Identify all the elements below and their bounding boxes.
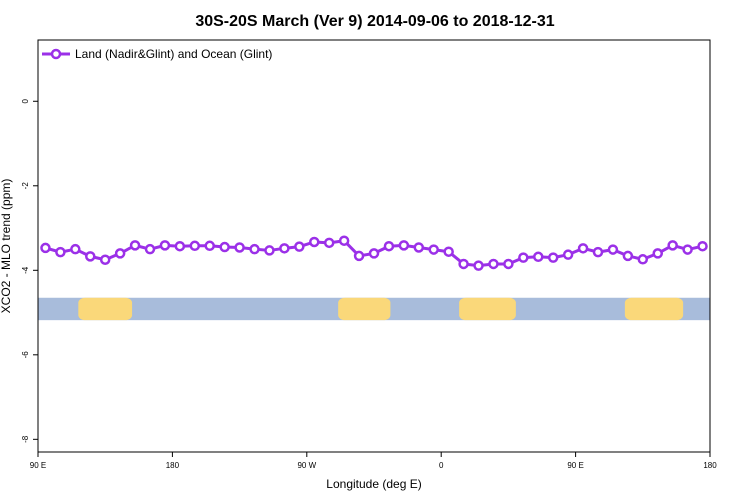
data-point — [637, 254, 649, 265]
data-point — [219, 241, 230, 253]
series-layer — [40, 235, 708, 271]
data-point — [353, 250, 365, 262]
data-point — [562, 249, 574, 260]
data-point — [55, 246, 66, 258]
data-point — [503, 258, 514, 270]
x-tick-label: 180 — [703, 461, 717, 470]
data-point — [323, 237, 335, 249]
data-point — [428, 244, 439, 255]
x-axis: 90 E 180 90 W 0 90 E 180 — [30, 452, 717, 470]
x-axis-label: Longitude (deg E) — [326, 477, 421, 491]
data-point — [40, 242, 51, 254]
y-tick-label: 0 — [21, 98, 30, 103]
data-point — [338, 235, 350, 246]
land-patch-0 — [78, 297, 133, 321]
data-point — [99, 254, 111, 265]
y-axis: 0 -2 -4 -6 -8 — [21, 98, 38, 443]
data-point — [368, 248, 380, 259]
legend-label: Land (Nadir&Glint) and Ocean (Glint) — [75, 47, 272, 61]
data-point — [383, 240, 395, 252]
x-tick-label: 90 E — [567, 461, 583, 470]
data-point — [204, 240, 215, 252]
land-patch-1 — [338, 297, 391, 321]
data-point — [667, 240, 678, 251]
plot-frame — [37, 39, 711, 453]
data-point — [488, 258, 499, 270]
data-point — [398, 240, 410, 251]
data-point — [443, 246, 454, 257]
map-band — [38, 297, 710, 321]
land-patch-2 — [459, 297, 516, 321]
data-point — [652, 248, 663, 259]
x-tick-label: 0 — [439, 461, 444, 470]
data-point — [682, 244, 693, 255]
data-point — [70, 243, 81, 255]
x-tick-label: 90 W — [297, 461, 316, 470]
data-point — [622, 250, 634, 262]
legend-marker — [50, 48, 62, 60]
data-point — [697, 240, 708, 252]
data-point — [458, 258, 469, 270]
data-point — [577, 243, 589, 254]
data-point — [473, 260, 484, 271]
data-point — [129, 240, 141, 251]
legend: Land (Nadir&Glint) and Ocean (Glint) — [42, 47, 272, 61]
x-tick-label: 90 E — [30, 461, 46, 470]
data-point — [294, 241, 305, 252]
data-point — [518, 252, 529, 263]
data-point — [547, 252, 559, 263]
chart-title: 30S-20S March (Ver 9) 2014-09-06 to 2018… — [195, 13, 554, 30]
data-point — [159, 240, 171, 251]
data-point — [144, 243, 156, 255]
data-point — [85, 251, 96, 262]
y-tick-label: -6 — [21, 351, 30, 359]
data-point — [189, 240, 201, 252]
data-point — [279, 243, 290, 254]
data-point — [309, 236, 320, 248]
data-point — [174, 240, 186, 252]
data-point — [607, 244, 619, 255]
data-point — [264, 245, 275, 256]
data-point — [234, 242, 245, 253]
y-tick-label: -8 — [21, 435, 30, 443]
land-patch-3 — [624, 297, 684, 321]
y-tick-label: -2 — [21, 182, 30, 190]
data-point — [413, 242, 425, 253]
data-point — [249, 243, 260, 255]
y-axis-label: XCO2 - MLO trend (ppm) — [0, 179, 13, 314]
data-point — [533, 251, 544, 263]
data-point — [592, 246, 604, 258]
x-tick-label: 180 — [166, 461, 180, 470]
y-tick-label: -4 — [21, 266, 30, 274]
data-point — [114, 248, 126, 259]
